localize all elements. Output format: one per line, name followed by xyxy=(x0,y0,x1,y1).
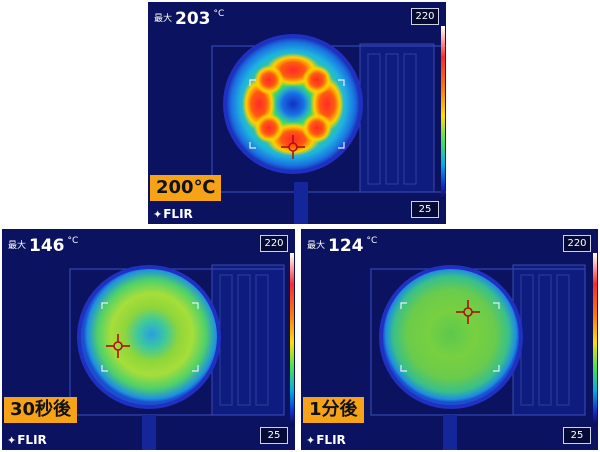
thermal-image-panel: 最大 203 °C 220 25 200℃ ✦FLIR xyxy=(148,2,446,224)
scale-max-value: 220 xyxy=(411,8,439,25)
temperature-unit: °C xyxy=(213,9,225,19)
panel-caption: 30秒後 xyxy=(4,397,78,423)
color-scale-bar xyxy=(441,26,445,199)
flir-logo: ✦FLIR xyxy=(7,433,47,447)
max-value: 146 xyxy=(29,236,65,256)
scale-max-value: 220 xyxy=(563,235,591,252)
flir-mark-icon: ✦ xyxy=(7,434,17,447)
temperature-unit: °C xyxy=(366,236,378,246)
max-value: 203 xyxy=(175,9,211,29)
crosshair-icon xyxy=(281,135,305,159)
max-label: 最大 xyxy=(8,241,27,251)
max-temperature-readout: 最大 203 °C xyxy=(154,9,224,29)
max-label: 最大 xyxy=(154,14,173,24)
scale-min-value: 25 xyxy=(411,201,439,218)
crosshair-icon xyxy=(106,334,130,358)
crosshair-icon xyxy=(456,300,480,324)
scale-max-value: 220 xyxy=(260,235,288,252)
flir-logo: ✦FLIR xyxy=(153,207,193,221)
max-label: 最大 xyxy=(307,241,326,251)
panel-caption: 1分後 xyxy=(303,397,364,423)
logo-text: FLIR xyxy=(163,207,193,221)
flir-mark-icon: ✦ xyxy=(306,434,316,447)
thermal-scene xyxy=(370,264,586,450)
color-scale-bar xyxy=(593,253,597,425)
scale-min-value: 25 xyxy=(563,427,591,444)
panel-caption: 200℃ xyxy=(150,175,222,201)
flir-logo: ✦FLIR xyxy=(306,433,346,447)
color-scale-bar xyxy=(290,253,294,425)
thermal-image-panel: 最大 124 °C 220 25 1分後 ✦FLIR xyxy=(301,229,598,450)
max-temperature-readout: 最大 146 °C xyxy=(8,236,78,256)
thermal-image-panel: 最大 146 °C 220 25 30秒後 ✦FLIR xyxy=(2,229,295,450)
max-value: 124 xyxy=(328,236,364,256)
thermal-scene xyxy=(69,264,285,450)
thermal-scene xyxy=(211,34,446,224)
max-temperature-readout: 最大 124 °C xyxy=(307,236,377,256)
flir-mark-icon: ✦ xyxy=(153,208,163,221)
temperature-unit: °C xyxy=(67,236,79,246)
logo-text: FLIR xyxy=(17,433,47,447)
scale-min-value: 25 xyxy=(260,427,288,444)
logo-text: FLIR xyxy=(316,433,346,447)
